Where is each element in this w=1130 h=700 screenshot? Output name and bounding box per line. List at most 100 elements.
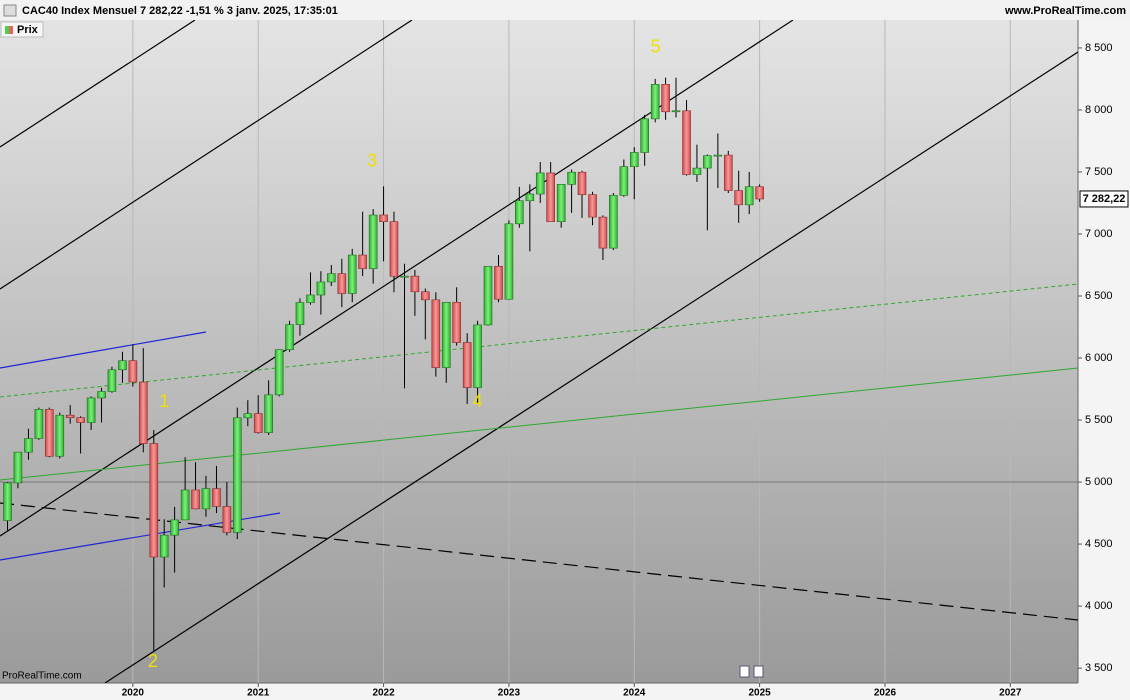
candle-body	[3, 482, 12, 521]
candle-body	[682, 110, 691, 175]
candle-body	[264, 394, 273, 433]
candle-body	[368, 214, 378, 269]
candle-body	[452, 302, 461, 343]
candle-body	[86, 397, 96, 423]
wave-label: 4	[473, 391, 483, 411]
wave-label: 3	[367, 151, 377, 171]
candle-body	[24, 438, 33, 453]
wave-label: 1	[159, 391, 169, 411]
x-tick-label: 2022	[372, 688, 395, 699]
y-tick-label: 3 500	[1085, 662, 1113, 674]
y-tick-label: 4 500	[1085, 538, 1113, 550]
candle-body	[65, 414, 75, 418]
candle-body	[400, 275, 409, 278]
candle-body	[34, 409, 44, 439]
candle-body	[535, 172, 545, 195]
candle-body	[180, 489, 190, 521]
candle-body	[588, 194, 597, 218]
wave-label: 2	[148, 651, 158, 671]
candle-body	[723, 154, 733, 191]
candle-body	[170, 519, 179, 536]
candle-body	[494, 266, 503, 300]
blue-trend-line	[0, 331, 207, 369]
candle-body	[159, 534, 169, 558]
info-icon[interactable]	[739, 665, 750, 678]
candle-body	[118, 360, 127, 371]
last-price-box	[1079, 190, 1129, 208]
candle-body	[13, 451, 23, 484]
candle-body	[577, 171, 587, 195]
candle-body	[556, 184, 566, 222]
y-tick-label: 5 000	[1085, 476, 1113, 488]
candle-body	[598, 216, 608, 249]
source: www.ProRealTime.com	[1004, 5, 1126, 17]
candle-body	[306, 294, 315, 303]
y-tick-label: 8 500	[1085, 42, 1113, 54]
last-price-label: 7 282,22	[1083, 193, 1126, 205]
candle-body	[609, 195, 618, 249]
legend-label: Prix	[17, 24, 39, 36]
dashed-trend-line	[0, 502, 1078, 621]
candle-body	[473, 324, 482, 388]
x-tick-label: 2023	[498, 688, 521, 699]
candle-body	[55, 414, 65, 457]
candle-body	[97, 391, 106, 399]
candle-body	[650, 84, 660, 120]
candle-body	[755, 186, 764, 200]
wave-label: 5	[651, 37, 661, 57]
candle-body	[253, 413, 263, 433]
legend-swatch-down	[9, 26, 13, 34]
channel-line	[0, 20, 196, 148]
candle-body	[483, 266, 493, 326]
candle-body	[316, 281, 326, 296]
candle-body	[285, 324, 294, 351]
candle-body	[441, 302, 451, 368]
candle-body	[671, 110, 681, 113]
candle-body	[515, 200, 524, 225]
y-tick-label: 7 000	[1085, 228, 1113, 240]
y-tick-label: 5 500	[1085, 414, 1113, 426]
candle-body	[149, 443, 159, 558]
drawings	[0, 20, 1078, 683]
info-icon[interactable]	[753, 665, 764, 678]
y-tick-label: 6 000	[1085, 352, 1113, 364]
x-axis-area	[0, 683, 1078, 700]
candle-body	[703, 155, 712, 169]
candle-body	[640, 118, 649, 153]
watermark: ProRealTime.com	[2, 671, 82, 682]
y-axis-area	[1078, 20, 1130, 700]
candle-body	[222, 506, 232, 533]
y-tick-label: 8 000	[1085, 104, 1113, 116]
legend-swatch-up	[5, 26, 9, 34]
candle-body	[379, 214, 388, 222]
candle-body	[525, 193, 535, 202]
green-dashed-line	[0, 283, 1078, 398]
candle-body	[76, 417, 85, 423]
header-bar	[0, 0, 1130, 20]
candle-body	[431, 299, 441, 368]
candle-body	[567, 171, 576, 185]
candle-body	[243, 413, 253, 419]
y-tick-label: 7 500	[1085, 166, 1113, 178]
candle-body	[274, 349, 284, 396]
candle-body	[232, 417, 242, 533]
x-tick-label: 2021	[247, 688, 270, 699]
candle-body	[128, 360, 138, 383]
candle-body	[44, 409, 54, 457]
x-tick-label: 2026	[874, 688, 897, 699]
candle-body	[619, 166, 629, 196]
menu-icon[interactable]	[3, 4, 17, 17]
x-tick-label: 2025	[748, 688, 771, 699]
candle-body	[744, 186, 754, 206]
candle-body	[138, 381, 148, 444]
channel-line	[0, 20, 413, 290]
y-tick-label: 4 000	[1085, 600, 1113, 612]
candle-body	[212, 488, 221, 507]
candle-body	[713, 154, 723, 157]
candle-body	[546, 172, 555, 222]
candle-body	[295, 302, 305, 325]
plot-background	[0, 20, 1078, 683]
candle-body	[504, 223, 514, 300]
candle-body	[358, 254, 367, 269]
